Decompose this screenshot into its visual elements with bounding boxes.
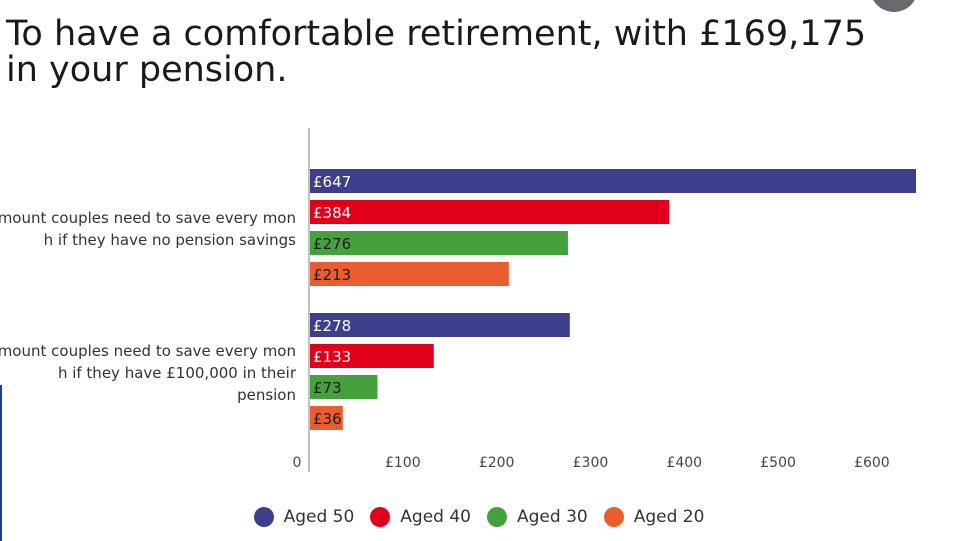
data-label: £133	[313, 348, 351, 366]
x-tick-label: £100	[385, 455, 421, 471]
data-label: £276	[313, 235, 351, 253]
bar-aged-40-1	[310, 200, 670, 224]
bar-aged-20-1	[310, 262, 509, 286]
category-label: h if they have no pension savings	[44, 231, 297, 249]
legend-item[interactable]: Aged 40	[370, 507, 471, 527]
x-tick-label: 0	[293, 455, 302, 471]
legend-item[interactable]: Aged 50	[253, 507, 355, 527]
left-edge-border	[0, 385, 2, 541]
bar-aged-50-2	[310, 313, 570, 337]
data-label: £384	[313, 204, 351, 222]
data-label: £73	[313, 379, 342, 397]
bar-aged-30-1	[310, 231, 568, 255]
page-title: To have a comfortable retirement, with £…	[6, 14, 867, 90]
chart-legend: Aged 50 Aged 40 Aged 30 Aged 20	[0, 504, 958, 530]
legend-dot-icon	[487, 507, 507, 527]
bar-aged-20-2	[310, 406, 343, 430]
x-tick-label: £200	[479, 455, 515, 471]
category-label: Amount couples need to save every mon	[0, 342, 296, 360]
data-label: £36	[313, 410, 342, 428]
legend-dot-icon	[370, 507, 391, 527]
category-label: Amount couples need to save every mon	[0, 209, 296, 227]
legend-label: Aged 20	[633, 507, 705, 527]
bar-aged-30-2	[310, 375, 378, 399]
legend-item[interactable]: Aged 20	[603, 507, 705, 527]
x-tick-label: £300	[573, 455, 609, 471]
legend-label: Aged 50	[283, 507, 355, 527]
legend-dot-icon	[603, 507, 624, 527]
x-tick-label: £400	[666, 455, 702, 471]
legend-item[interactable]: Aged 30	[487, 507, 588, 527]
x-tick-label: £600	[854, 455, 890, 471]
bar-aged-40-2	[310, 344, 434, 368]
data-label: £213	[313, 266, 351, 284]
data-label: £647	[313, 173, 351, 191]
legend-label: Aged 40	[400, 507, 471, 527]
legend-label: Aged 30	[517, 507, 588, 527]
data-label: £278	[313, 317, 351, 335]
category-label: pension	[237, 386, 296, 404]
x-tick-label: £500	[760, 455, 796, 471]
bar-aged-50-1	[310, 169, 916, 193]
category-label: h if they have £100,000 in their	[58, 364, 297, 382]
legend-dot-icon	[253, 507, 274, 527]
